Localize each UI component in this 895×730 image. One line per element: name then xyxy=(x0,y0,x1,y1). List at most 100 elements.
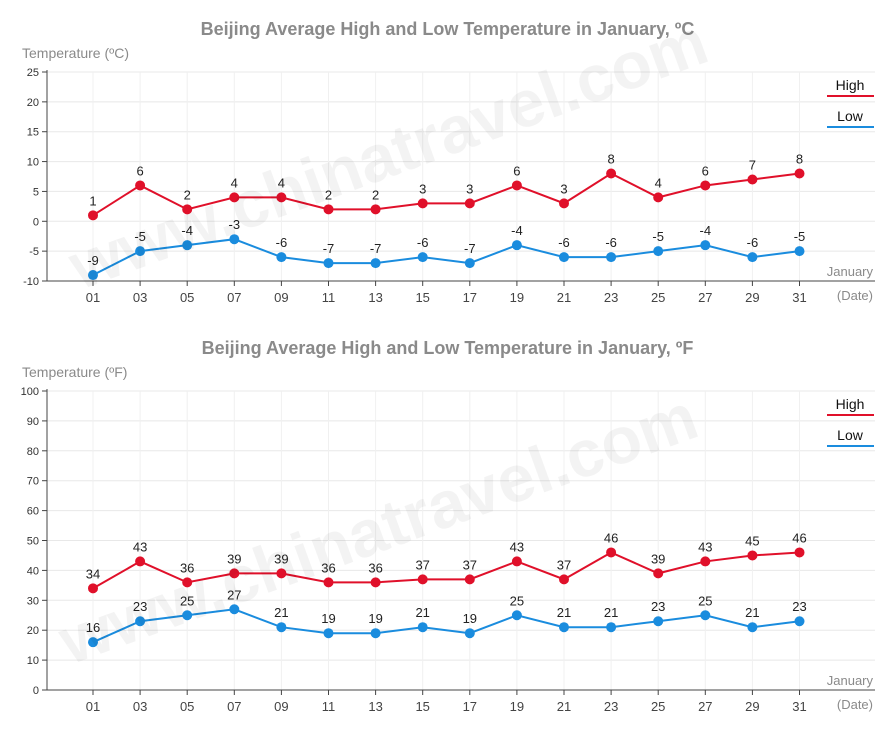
data-label: 43 xyxy=(133,539,147,554)
x-tick-label: 13 xyxy=(368,699,382,714)
y-axis-label: Temperature (ºC) xyxy=(22,45,129,61)
data-point xyxy=(464,198,475,209)
series-high: 1 6 2 4 4 2 2 3 3 6 3 8 4 6 7 8 xyxy=(88,152,805,221)
data-point xyxy=(464,574,475,585)
data-point xyxy=(276,252,287,263)
data-point xyxy=(88,583,98,594)
x-tick-label: 23 xyxy=(604,290,618,305)
data-label: 3 xyxy=(560,181,567,196)
x-tick-label: 03 xyxy=(133,699,147,714)
x-tick-label: 05 xyxy=(180,699,194,714)
gridlines xyxy=(47,390,875,691)
data-label: 21 xyxy=(557,605,571,620)
data-point xyxy=(794,246,805,257)
x-unit-label: (Date) xyxy=(837,288,873,303)
x-month-label: January xyxy=(827,264,874,279)
data-label: 6 xyxy=(136,163,143,178)
data-label: 36 xyxy=(321,560,335,575)
x-tick-label: 25 xyxy=(651,290,665,305)
data-label: 23 xyxy=(792,599,806,614)
data-point xyxy=(182,577,193,588)
data-point xyxy=(182,610,193,621)
data-label: 36 xyxy=(180,560,194,575)
series-line-high xyxy=(92,551,800,590)
data-label: 39 xyxy=(274,551,288,566)
data-label: 19 xyxy=(368,611,382,626)
data-label: 43 xyxy=(698,539,712,554)
data-label: -6 xyxy=(558,235,570,250)
data-point xyxy=(794,547,805,558)
x-tick-label: 31 xyxy=(792,699,806,714)
data-label: 4 xyxy=(278,175,285,190)
data-point xyxy=(417,252,428,263)
y-tick-label: 70 xyxy=(27,476,39,488)
data-label: 4 xyxy=(231,175,238,190)
data-label: 3 xyxy=(466,181,473,196)
x-tick-label: 03 xyxy=(133,290,147,305)
x-tick-label: 23 xyxy=(604,699,618,714)
legend-label-high: High xyxy=(836,396,865,412)
y-tick-label: 15 xyxy=(27,127,39,139)
data-point xyxy=(182,240,193,251)
y-tick-label: 10 xyxy=(27,655,39,667)
data-label: 25 xyxy=(510,593,524,608)
series-line-low xyxy=(92,608,800,644)
legend-label-low: Low xyxy=(837,427,864,443)
x-tick-label: 27 xyxy=(698,290,712,305)
data-point xyxy=(229,192,240,203)
x-tick-label: 11 xyxy=(322,290,336,305)
data-point xyxy=(511,180,522,191)
data-point xyxy=(653,192,664,203)
y-tick-label: 5 xyxy=(33,186,39,198)
chart-title: Beijing Average High and Low Temperature… xyxy=(201,19,695,39)
data-point xyxy=(135,616,146,627)
data-point xyxy=(653,568,664,579)
data-point xyxy=(700,610,711,621)
x-tick-label: 05 xyxy=(180,290,194,305)
data-point xyxy=(229,568,240,579)
data-label: -9 xyxy=(87,253,99,268)
x-tick-label: 21 xyxy=(557,699,571,714)
data-label: 4 xyxy=(655,175,662,190)
data-point xyxy=(747,622,758,633)
data-label: 1 xyxy=(89,193,96,208)
data-label: 21 xyxy=(745,605,759,620)
y-tick-label: 90 xyxy=(27,416,39,428)
data-point xyxy=(559,574,569,585)
x-tick-label: 09 xyxy=(274,699,288,714)
x-tick-label: 27 xyxy=(698,699,712,714)
data-label: -4 xyxy=(181,223,193,238)
data-label: 25 xyxy=(698,593,712,608)
y-tick-label: 40 xyxy=(27,565,39,577)
data-point xyxy=(417,198,428,209)
data-point xyxy=(135,180,146,191)
x-tick-label: 01 xyxy=(86,699,100,714)
y-tick-label: 10 xyxy=(27,157,39,169)
x-tick-label: 29 xyxy=(745,290,759,305)
data-point xyxy=(511,610,522,621)
data-label: 39 xyxy=(651,551,665,566)
data-label: -5 xyxy=(134,229,146,244)
data-label: 46 xyxy=(792,530,806,545)
data-point xyxy=(606,252,617,263)
y-tick-label: -10 xyxy=(23,276,39,288)
data-point xyxy=(88,270,98,281)
legend-label-low: Low xyxy=(837,108,864,124)
data-label: 46 xyxy=(604,530,618,545)
data-label: 27 xyxy=(227,587,241,602)
y-tick-label: 30 xyxy=(27,595,39,607)
data-label: -5 xyxy=(652,229,664,244)
data-label: 43 xyxy=(510,539,524,554)
data-point xyxy=(700,240,711,251)
data-label: 21 xyxy=(604,605,618,620)
data-label: -6 xyxy=(605,235,617,250)
data-label: -4 xyxy=(511,223,523,238)
y-tick-label: 50 xyxy=(27,536,39,548)
data-point xyxy=(370,204,381,215)
fahrenheit-chart: Beijing Average High and Low Temperature… xyxy=(0,325,895,730)
data-label: -7 xyxy=(464,241,476,256)
data-point xyxy=(182,204,193,215)
watermark: www.chinatravel.com xyxy=(59,4,717,304)
data-point xyxy=(700,180,711,191)
data-label: 8 xyxy=(796,152,803,167)
